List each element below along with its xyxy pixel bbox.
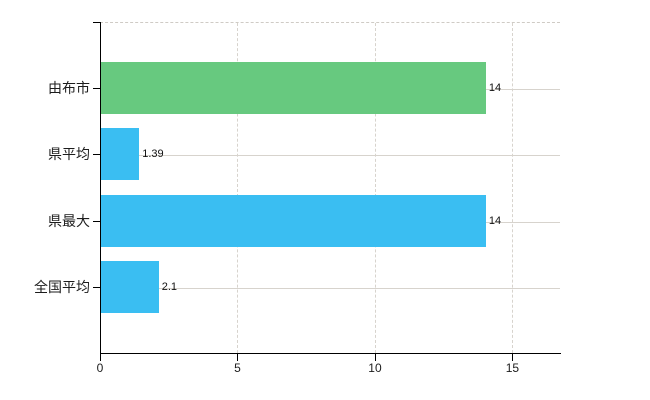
vertical-gridline	[512, 23, 514, 353]
x-axis-tick	[374, 354, 376, 361]
category-label: 県平均	[48, 146, 90, 163]
chart-bar	[101, 128, 140, 181]
bar-value-label: 14	[488, 82, 502, 95]
chart-bar	[101, 194, 486, 247]
x-tick-label: 10	[368, 361, 382, 375]
x-axis-line	[100, 353, 561, 354]
x-tick-label: 0	[96, 361, 104, 375]
y-axis-line	[100, 22, 101, 354]
x-axis-tick	[237, 354, 239, 361]
y-axis-tick	[93, 154, 100, 155]
y-axis-tick	[93, 88, 100, 89]
bar-value-label: 1.39	[142, 148, 164, 161]
x-tick-label: 15	[505, 361, 520, 375]
chart-bar	[101, 260, 159, 313]
x-axis-tick	[100, 354, 101, 361]
horizontal-gridline	[100, 287, 560, 289]
x-axis-tick	[512, 354, 514, 361]
chart-bar	[101, 62, 486, 115]
vertical-gridline	[374, 23, 376, 353]
vertical-gridline	[237, 23, 239, 353]
bar-value-label: 2.1	[161, 280, 178, 293]
horizontal-gridline	[100, 155, 560, 157]
category-label: 由布市	[48, 80, 90, 97]
category-label: 全国平均	[34, 278, 90, 295]
bar-value-label: 14	[488, 214, 502, 227]
y-axis-tick	[93, 287, 100, 288]
category-label: 県最大	[48, 212, 90, 229]
y-axis-tick	[93, 221, 100, 222]
y-axis-tick	[93, 22, 100, 23]
x-tick-label: 5	[234, 361, 241, 375]
